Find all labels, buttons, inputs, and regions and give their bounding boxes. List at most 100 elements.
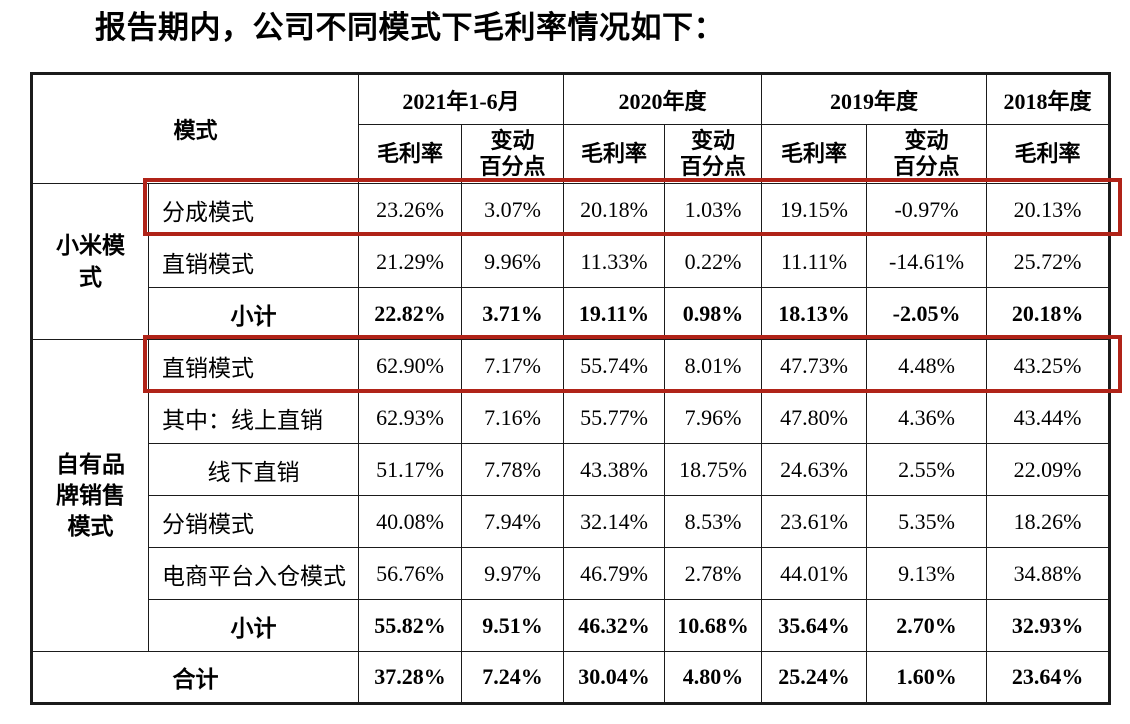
table-cell: 22.09% xyxy=(986,443,1111,496)
table-row: 线下直销 51.17% 7.78% 43.38% 18.75% 24.63% 2… xyxy=(32,443,1111,496)
table-cell: 20.18% xyxy=(986,287,1111,340)
table-row-subtotal: 小计 22.82% 3.71% 19.11% 0.98% 18.13% -2.0… xyxy=(32,287,1111,340)
header-2020-margin: 毛利率 xyxy=(563,124,666,184)
table-row: 分销模式 40.08% 7.94% 32.14% 8.53% 23.61% 5.… xyxy=(32,495,1111,548)
row-label: 直销模式 xyxy=(147,235,360,288)
row-label: 分销模式 xyxy=(147,495,360,548)
table-cell: 32.93% xyxy=(986,599,1111,652)
table-cell: 18.26% xyxy=(986,495,1111,548)
table-cell: 8.01% xyxy=(664,339,763,392)
table-cell: 55.74% xyxy=(563,339,666,392)
table-cell: 25.72% xyxy=(986,235,1111,288)
table-cell: 9.51% xyxy=(461,599,565,652)
row-label: 其中：线上直销 xyxy=(147,391,360,444)
table-cell: 0.98% xyxy=(664,287,763,340)
header-period-2021: 2021年1-6月 xyxy=(358,73,565,125)
header-period-2019: 2019年度 xyxy=(761,73,988,125)
table-cell: 7.96% xyxy=(664,391,763,444)
group-label-xiaomi-mode: 小米模 式 xyxy=(31,183,149,340)
header-2021-margin: 毛利率 xyxy=(358,124,463,184)
header-2018-margin: 毛利率 xyxy=(986,124,1111,184)
table-cell: 55.82% xyxy=(358,599,463,652)
table-cell: -0.97% xyxy=(866,183,988,236)
header-row-periods: 模式 2021年1-6月 2020年度 2019年度 2018年度 xyxy=(30,73,1111,184)
table-cell: 25.24% xyxy=(761,651,868,704)
table-cell: 4.80% xyxy=(664,651,763,704)
table-cell: 2.55% xyxy=(866,443,988,496)
row-label: 直销模式 xyxy=(147,339,360,392)
table-cell: 56.76% xyxy=(358,547,463,600)
table-cell: 5.35% xyxy=(866,495,988,548)
table-cell: 30.04% xyxy=(563,651,666,704)
gross-margin-table: 模式 2021年1-6月 2020年度 2019年度 2018年度 毛利率 变动… xyxy=(30,72,1112,705)
table-cell: 34.88% xyxy=(986,547,1111,600)
table-cell: 7.78% xyxy=(461,443,565,496)
table-cell: 44.01% xyxy=(761,547,868,600)
table-cell: 19.11% xyxy=(563,287,666,340)
table-cell: 11.11% xyxy=(761,235,868,288)
header-row-metrics: 毛利率 变动 百分点 毛利率 变动 百分点 毛利率 变动 百分点 毛利率 xyxy=(32,124,1111,184)
table-cell: 37.28% xyxy=(358,651,463,704)
table-cell: 22.82% xyxy=(358,287,463,340)
table-cell: 23.26% xyxy=(358,183,463,236)
row-label: 小计 xyxy=(147,599,360,652)
table-cell: -2.05% xyxy=(866,287,988,340)
table-cell: 9.97% xyxy=(461,547,565,600)
table-cell: 62.90% xyxy=(358,339,463,392)
table-cell: 43.25% xyxy=(986,339,1111,392)
table-cell: 9.13% xyxy=(866,547,988,600)
table-cell: 4.36% xyxy=(866,391,988,444)
header-mode: 模式 xyxy=(30,73,360,184)
table-cell: 18.13% xyxy=(761,287,868,340)
row-label: 小计 xyxy=(147,287,360,340)
row-label: 电商平台入仓模式 xyxy=(147,547,360,600)
table-cell: 2.70% xyxy=(866,599,988,652)
table-cell: 7.94% xyxy=(461,495,565,548)
table-cell: 1.03% xyxy=(664,183,763,236)
page-title: 报告期内，公司不同模式下毛利率情况如下： xyxy=(95,10,725,45)
row-label: 线下直销 xyxy=(147,443,360,496)
table-cell: 43.44% xyxy=(986,391,1111,444)
table-row: 电商平台入仓模式 56.76% 9.97% 46.79% 2.78% 44.01… xyxy=(32,547,1111,600)
table-cell: 7.16% xyxy=(461,391,565,444)
table-cell: 51.17% xyxy=(358,443,463,496)
table-row: 小米模 式 分成模式 23.26% 3.07% 20.18% 1.03% 19.… xyxy=(31,183,1111,340)
table-cell: -14.61% xyxy=(866,235,988,288)
table-row: 直销模式 21.29% 9.96% 11.33% 0.22% 11.11% -1… xyxy=(32,235,1111,288)
table-cell: 18.75% xyxy=(664,443,763,496)
table-cell: 55.77% xyxy=(563,391,666,444)
table-cell: 11.33% xyxy=(563,235,666,288)
table-cell: 21.29% xyxy=(358,235,463,288)
table-cell: 20.13% xyxy=(986,183,1111,236)
table-cell: 4.48% xyxy=(866,339,988,392)
table-cell: 23.61% xyxy=(761,495,868,548)
group-label-own-brand-mode: 自有品 牌销售 模式 xyxy=(31,339,149,652)
header-2019-change: 变动 百分点 xyxy=(866,124,988,184)
table-cell: 43.38% xyxy=(563,443,666,496)
table-cell: 8.53% xyxy=(664,495,763,548)
table-cell: 40.08% xyxy=(358,495,463,548)
table-cell: 32.14% xyxy=(563,495,666,548)
table-cell: 46.79% xyxy=(563,547,666,600)
table-cell: 47.73% xyxy=(761,339,868,392)
table-row: 其中：线上直销 62.93% 7.16% 55.77% 7.96% 47.80%… xyxy=(32,391,1111,444)
table-cell: 10.68% xyxy=(664,599,763,652)
table-cell: 47.80% xyxy=(761,391,868,444)
table-cell: 7.17% xyxy=(461,339,565,392)
header-2019-margin: 毛利率 xyxy=(761,124,868,184)
table-cell: 3.07% xyxy=(461,183,565,236)
table-cell: 46.32% xyxy=(563,599,666,652)
table-cell: 3.71% xyxy=(461,287,565,340)
table-row-total: 合计 37.28% 7.24% 30.04% 4.80% 25.24% 1.60… xyxy=(30,651,1111,704)
gross-margin-table-wrap: 模式 2021年1-6月 2020年度 2019年度 2018年度 毛利率 变动… xyxy=(30,72,1122,705)
row-label: 分成模式 xyxy=(147,183,360,236)
table-row: 自有品 牌销售 模式 直销模式 62.90% 7.17% 55.74% 8.01… xyxy=(31,339,1111,652)
header-period-2020: 2020年度 xyxy=(563,73,763,125)
table-row-subtotal: 小计 55.82% 9.51% 46.32% 10.68% 35.64% 2.7… xyxy=(32,599,1111,652)
header-2020-change: 变动 百分点 xyxy=(664,124,763,184)
table-cell: 24.63% xyxy=(761,443,868,496)
table-cell: 0.22% xyxy=(664,235,763,288)
table-cell: 62.93% xyxy=(358,391,463,444)
table-cell: 23.64% xyxy=(986,651,1111,704)
table-cell: 9.96% xyxy=(461,235,565,288)
